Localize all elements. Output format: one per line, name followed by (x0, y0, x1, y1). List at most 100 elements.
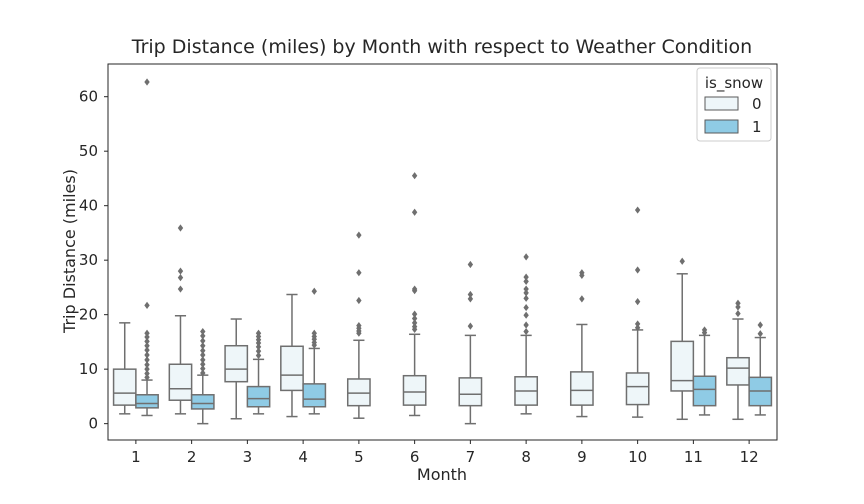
outlier-point (200, 327, 206, 336)
box-12-is-snow-1 (748, 321, 773, 416)
x-tick-label: 3 (243, 448, 253, 466)
outlier-point (523, 294, 529, 302)
outlier-point (144, 365, 150, 373)
outlier-point (735, 309, 741, 318)
outlier-point (411, 287, 418, 295)
box-4-is-snow-1 (302, 287, 327, 415)
outlier-point (200, 347, 206, 355)
box-9-is-snow-0 (569, 269, 594, 418)
box-body (692, 375, 717, 407)
outlier-point (200, 337, 206, 345)
outlier-point (177, 224, 184, 232)
outlier-point (523, 327, 529, 336)
outlier-point (579, 295, 585, 303)
outlier-point (634, 324, 641, 332)
outlier-point (311, 341, 317, 349)
outlier-point (634, 320, 641, 328)
box-body (458, 377, 483, 407)
outlier-point (634, 266, 641, 274)
outlier-point (356, 231, 362, 239)
box-body (112, 368, 137, 406)
outlier-point (757, 321, 763, 329)
outlier-point (411, 172, 418, 180)
outlier-point (411, 314, 418, 323)
legend: is_snow 0 1 (696, 67, 772, 142)
y-tick-label: 60 (79, 88, 98, 106)
outlier-point (467, 295, 474, 303)
box-body (190, 394, 215, 410)
x-tick-label: 11 (684, 448, 703, 466)
box-body (625, 372, 650, 406)
x-tick-label: 1 (131, 448, 141, 466)
outlier-point (634, 297, 641, 306)
box-11-is-snow-0 (670, 257, 695, 421)
outlier-point (579, 271, 585, 280)
outlier-point (523, 289, 529, 297)
outlier-point (144, 361, 150, 369)
box-3-is-snow-1 (246, 329, 271, 415)
x-tick-label: 6 (410, 448, 420, 466)
outlier-point (523, 273, 529, 281)
outlier-point (634, 206, 641, 214)
outlier-point (467, 322, 474, 330)
y-tick-label: 30 (79, 251, 98, 269)
outlier-point (144, 346, 150, 354)
legend-title: is_snow (705, 74, 763, 93)
box-body (402, 374, 427, 406)
outlier-point (177, 274, 184, 282)
box-12-is-snow-0 (726, 299, 750, 421)
box-body (168, 363, 193, 401)
outlier-point (467, 290, 474, 299)
box-body (726, 356, 750, 386)
box-body (246, 385, 271, 408)
outlier-point (523, 253, 529, 261)
x-tick-label: 4 (298, 448, 308, 466)
box-body (569, 371, 594, 406)
box-2-is-snow-0 (168, 224, 193, 415)
box-body (135, 394, 159, 409)
box-body (224, 344, 249, 383)
outlier-point (200, 332, 206, 340)
box-body (280, 345, 304, 392)
outlier-point (523, 285, 529, 293)
outlier-point (144, 78, 150, 86)
x-tick-label: 12 (740, 448, 759, 466)
outlier-point (356, 329, 362, 337)
box-7-is-snow-0 (458, 260, 483, 425)
outlier-point (356, 296, 362, 305)
outlier-point (523, 277, 529, 286)
box-8-is-snow-0 (514, 253, 539, 415)
box-10-is-snow-0 (625, 206, 650, 418)
legend-label-is-snow-1: 1 (752, 118, 762, 136)
outlier-point (467, 260, 474, 269)
y-tick-label: 10 (79, 360, 98, 378)
outlier-point (311, 287, 317, 295)
legend-swatch-is-snow-1 (704, 119, 739, 134)
outlier-point (144, 342, 150, 350)
outlier-point (177, 285, 184, 293)
outlier-point (411, 208, 418, 216)
outlier-point (701, 329, 708, 337)
outlier-point (200, 369, 206, 377)
plot-frame (107, 63, 778, 441)
box-1-is-snow-0 (112, 322, 137, 415)
outlier-point (735, 303, 741, 311)
box-5-is-snow-0 (346, 231, 371, 419)
outlier-point (679, 257, 685, 265)
box-2-is-snow-1 (190, 327, 215, 425)
box-body (346, 378, 371, 407)
outlier-point (144, 301, 150, 310)
x-tick-label: 8 (521, 448, 531, 466)
outlier-point (255, 339, 262, 347)
outlier-point (255, 351, 262, 360)
outlier-point (177, 267, 184, 275)
box-4-is-snow-0 (280, 293, 304, 418)
x-axis-label: Month (417, 465, 467, 484)
outlier-point (523, 321, 529, 329)
outlier-point (356, 269, 362, 277)
outlier-point (523, 311, 529, 319)
x-tick-label: 5 (354, 448, 364, 466)
x-tick-label: 7 (466, 448, 476, 466)
y-tick-label: 20 (79, 306, 98, 324)
